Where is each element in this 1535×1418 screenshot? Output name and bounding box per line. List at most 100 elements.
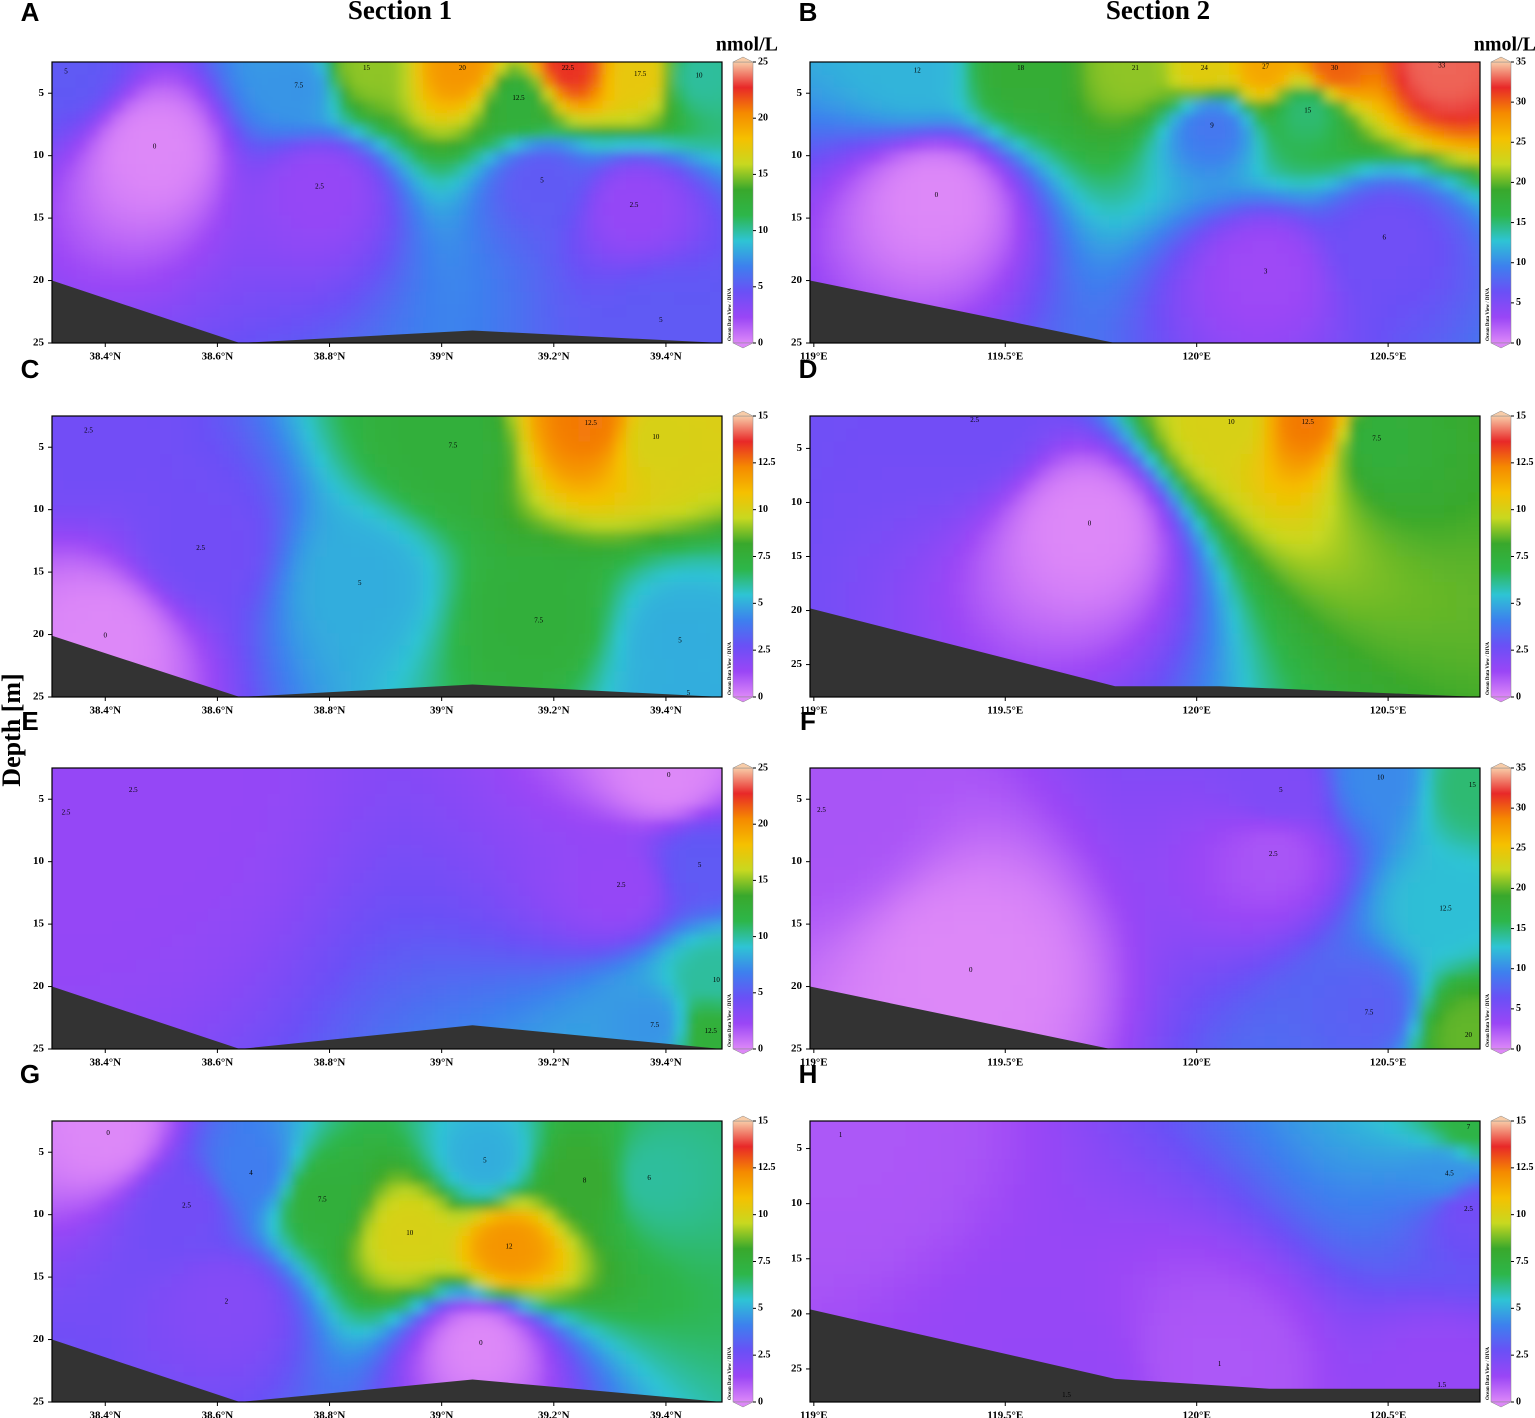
field-cell bbox=[821, 428, 835, 443]
field-cell bbox=[942, 697, 955, 711]
field-cell bbox=[398, 658, 412, 673]
field-cell bbox=[482, 645, 496, 660]
field-cell bbox=[881, 505, 895, 520]
field-cell bbox=[1336, 330, 1350, 343]
field-cell bbox=[1216, 317, 1230, 332]
field-cell bbox=[1049, 317, 1063, 332]
field-cell bbox=[638, 505, 652, 520]
field-cell bbox=[111, 518, 125, 532]
field-cell bbox=[87, 582, 101, 596]
field-cell bbox=[458, 479, 472, 494]
field-cell bbox=[111, 62, 125, 63]
field-cell bbox=[518, 569, 532, 584]
field-cell bbox=[111, 416, 125, 430]
field-cell bbox=[602, 620, 616, 635]
field-cell bbox=[63, 441, 77, 456]
field-cell bbox=[638, 441, 652, 456]
field-cell bbox=[99, 479, 113, 494]
field-clip bbox=[810, 62, 1480, 357]
field-cell bbox=[1097, 138, 1111, 153]
field-cell bbox=[375, 240, 388, 255]
field-cell bbox=[470, 279, 484, 293]
field-cell bbox=[375, 291, 388, 306]
field-cell bbox=[810, 684, 811, 697]
field-cell bbox=[52, 530, 65, 545]
field-cell bbox=[243, 215, 257, 230]
field-cell bbox=[99, 454, 113, 469]
field-cell bbox=[845, 505, 859, 520]
field-cell bbox=[279, 240, 293, 255]
field-cell bbox=[99, 530, 113, 545]
field-cell bbox=[710, 113, 722, 127]
field-cell bbox=[398, 138, 412, 153]
field-cell bbox=[327, 416, 341, 417]
field-cell bbox=[821, 253, 835, 268]
field-cell bbox=[1156, 253, 1170, 268]
field-cell bbox=[1264, 125, 1278, 140]
field-cell bbox=[686, 428, 700, 443]
field-cell bbox=[530, 100, 544, 115]
field-cell bbox=[686, 176, 700, 191]
field-cell bbox=[518, 189, 532, 204]
field-cell bbox=[1001, 113, 1015, 127]
field-cell bbox=[506, 62, 520, 76]
field-cell bbox=[662, 113, 676, 127]
field-cell bbox=[1372, 176, 1386, 191]
field-cell bbox=[953, 151, 967, 166]
field-cell bbox=[554, 633, 568, 647]
field-cell bbox=[339, 253, 353, 268]
field-cell bbox=[470, 594, 484, 609]
field-cell bbox=[821, 228, 835, 242]
field-cell bbox=[917, 164, 931, 178]
field-cell bbox=[398, 279, 412, 293]
field-cell bbox=[398, 569, 412, 584]
field-cell bbox=[1037, 633, 1051, 647]
field-cell bbox=[207, 645, 221, 660]
field-cell bbox=[1204, 62, 1218, 76]
field-cell bbox=[506, 113, 520, 127]
field-cell bbox=[470, 113, 484, 127]
field-cell bbox=[566, 215, 580, 230]
field-cell bbox=[1348, 164, 1362, 178]
field-cell bbox=[1408, 113, 1422, 127]
field-cell bbox=[833, 428, 847, 443]
field-cell bbox=[989, 164, 1003, 178]
field-cell bbox=[650, 215, 664, 230]
field-cell bbox=[339, 317, 353, 332]
field-cell bbox=[626, 151, 640, 166]
field-cell bbox=[387, 279, 400, 293]
field-cell bbox=[965, 202, 979, 217]
field-cell bbox=[1037, 645, 1051, 660]
field-cell bbox=[291, 304, 305, 319]
field-cell bbox=[989, 240, 1003, 255]
field-cell bbox=[303, 454, 317, 469]
field-cell bbox=[494, 633, 508, 647]
field-cell bbox=[881, 492, 895, 507]
field-cell bbox=[231, 658, 245, 673]
field-cell bbox=[363, 454, 377, 469]
field-cell bbox=[893, 113, 907, 127]
field-cell bbox=[542, 62, 556, 63]
field-cell bbox=[159, 530, 173, 545]
field-cell bbox=[327, 479, 341, 494]
field-cell bbox=[954, 697, 967, 711]
field-cell bbox=[135, 189, 149, 204]
field-cell bbox=[1372, 317, 1386, 332]
field-cell bbox=[833, 266, 847, 281]
field-cell bbox=[977, 492, 991, 507]
field-cell bbox=[554, 215, 568, 230]
field-cell bbox=[590, 100, 604, 115]
field-cell bbox=[446, 240, 460, 255]
field-cell bbox=[686, 684, 700, 697]
field-cell bbox=[339, 113, 353, 127]
field-cell bbox=[147, 279, 161, 293]
field-cell bbox=[1313, 343, 1326, 357]
field-cell bbox=[387, 266, 400, 281]
field-cell bbox=[195, 582, 209, 596]
field-cell bbox=[1192, 74, 1206, 89]
field-cell bbox=[602, 317, 616, 332]
field-cell bbox=[1240, 151, 1254, 166]
field-cell bbox=[1121, 304, 1135, 319]
field-cell bbox=[614, 569, 628, 584]
field-cell bbox=[183, 266, 197, 281]
